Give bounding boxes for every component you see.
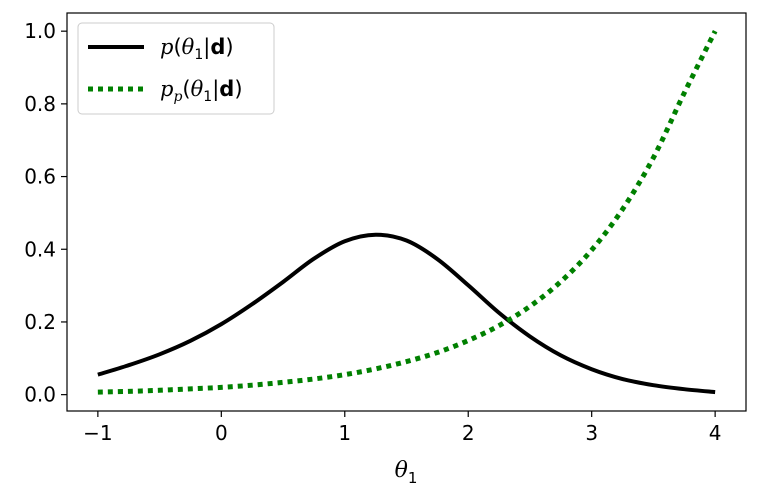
y-tick-label: 1.0	[24, 19, 56, 43]
x-tick-label: 2	[462, 421, 475, 445]
x-axis-label: θ1	[395, 458, 418, 487]
series-layer	[97, 30, 718, 395]
y-tick-label: 0.2	[24, 310, 56, 334]
legend: p(θ1|d) pp(θ1|d)	[77, 22, 275, 115]
y-tick-label: 0.0	[24, 383, 56, 407]
plot-frame	[66, 12, 747, 412]
series-line-posterior	[97, 232, 716, 395]
y-tick-label: 0.6	[24, 165, 56, 189]
legend-label-posterior: p(θ1|d)	[160, 35, 234, 63]
y-tick-label: 0.8	[24, 92, 56, 116]
x-tick-label: 1	[338, 421, 351, 445]
x-tick-label: 3	[585, 421, 598, 445]
legend-label-prior-posterior: pp(θ1|d)	[160, 77, 243, 105]
y-axis: 0.0 0.2 0.4 0.6 0.8 1.0	[24, 19, 67, 407]
x-axis-label-subscript: 1	[408, 469, 418, 487]
x-tick-label: 4	[709, 421, 722, 445]
x-tick-label: 0	[215, 421, 228, 445]
x-tick-label: −1	[83, 421, 112, 445]
x-axis-label-symbol: θ	[395, 458, 408, 483]
x-axis: −1 0 1 2 3 4	[83, 411, 722, 445]
series-line-prior-posterior	[97, 30, 718, 395]
y-tick-label: 0.4	[24, 237, 56, 261]
